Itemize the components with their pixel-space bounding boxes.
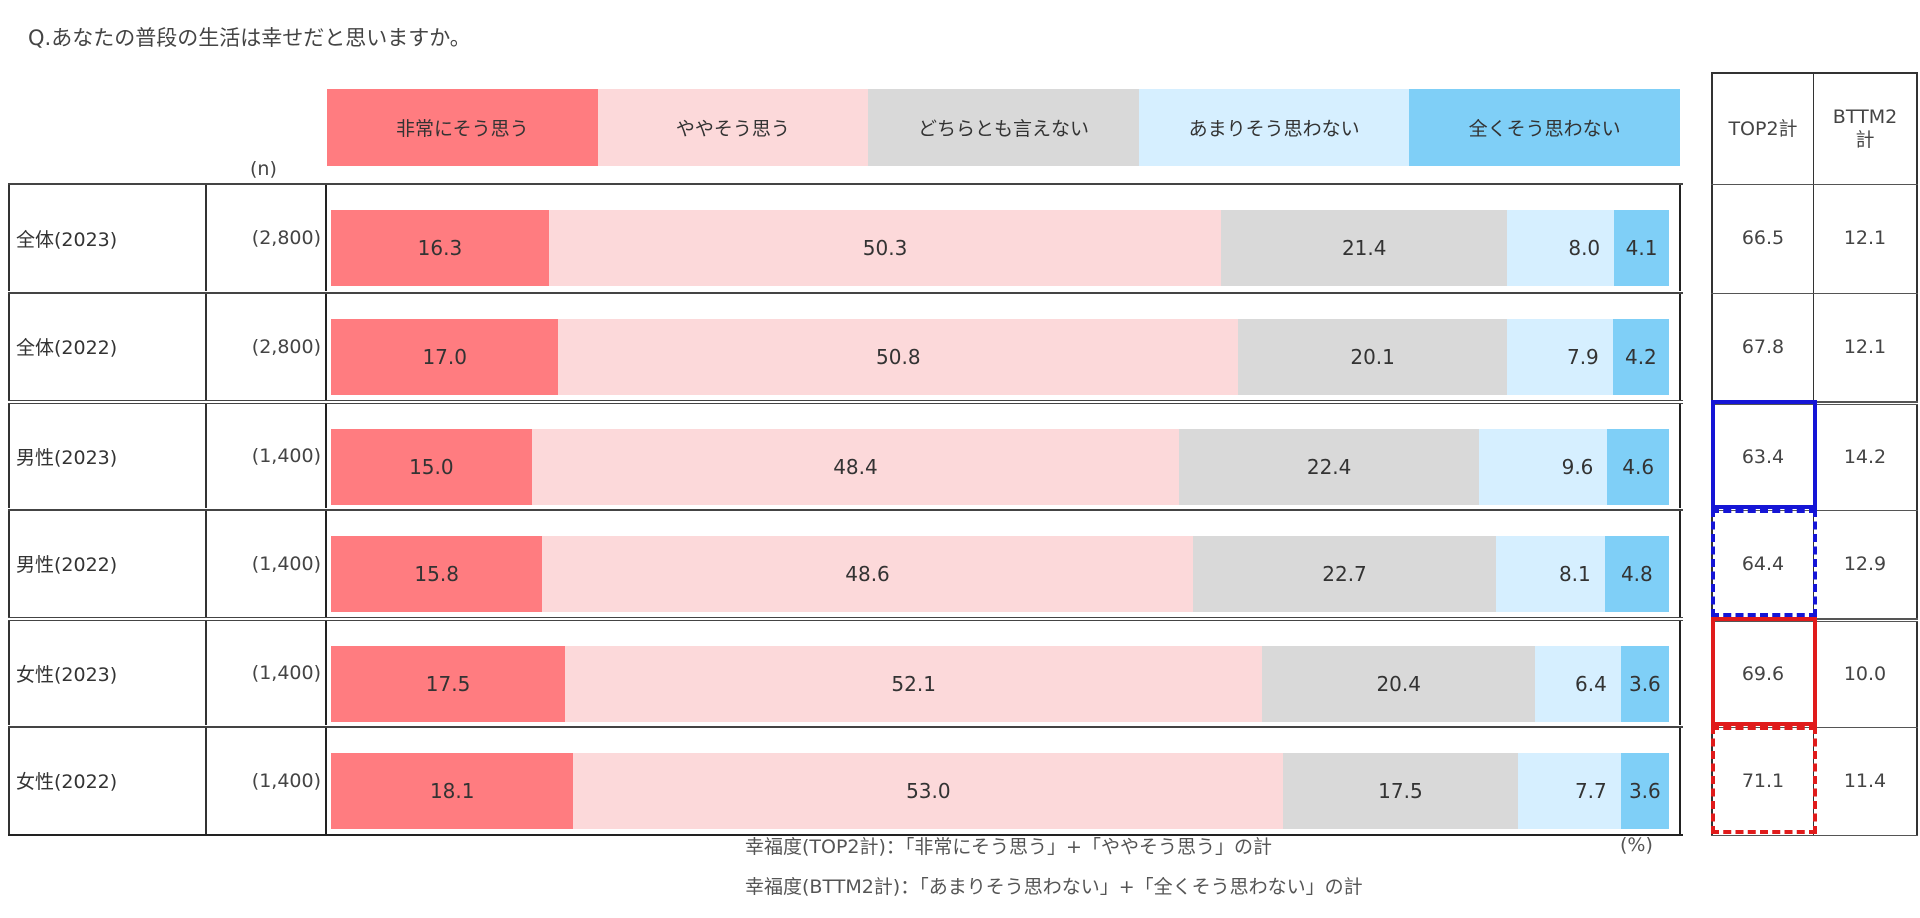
table-bottom-border	[8, 834, 1683, 836]
footnote-top2: 幸福度(TOP2計)：「非常にそう思う」+「ややそう思う」の計	[745, 836, 1272, 858]
table-row: 男性(2023) (1,400) 15.0 48.4 22.4 9.6 4.6	[8, 400, 1683, 508]
bar-area: 15.0 48.4 22.4 9.6 4.6	[329, 404, 1681, 508]
bar-segment-strongly-agree: 16.3	[331, 210, 549, 286]
bar-segment-strongly-disagree: 3.6	[1620, 752, 1669, 829]
summary-bttm2-value: 12.9	[1814, 510, 1918, 618]
bar-segment-somewhat-agree: 48.4	[531, 429, 1180, 505]
female-2022-highlight-box	[1711, 725, 1817, 834]
row-label: 男性(2022)	[8, 510, 207, 617]
bar-segment-somewhat-agree: 52.1	[565, 646, 1263, 722]
row-label: 男性(2023)	[8, 404, 207, 508]
bar-segment-somewhat-disagree: 7.7	[1517, 752, 1621, 829]
summary-bttm2-value: 11.4	[1814, 727, 1918, 835]
female-2023-highlight-box	[1711, 617, 1817, 726]
n-column-header: (n)	[250, 158, 277, 180]
bar-segment-strongly-agree: 15.0	[331, 429, 532, 505]
bar-segment-strongly-agree: 15.8	[331, 535, 543, 612]
bar-segment-somewhat-disagree: 7.9	[1507, 318, 1613, 395]
male-2023-highlight-box	[1711, 400, 1817, 509]
bar-area: 16.3 50.3 21.4 8.0 4.1	[329, 185, 1681, 291]
bar-segment-somewhat-agree: 50.8	[558, 318, 1239, 395]
legend-item-strongly-disagree: 全くそう思わない	[1409, 89, 1680, 166]
summary-header-row: TOP2計 BTTM2 計	[1711, 74, 1918, 185]
stacked-bar: 17.0 50.8 20.1 7.9 4.2	[331, 318, 1669, 395]
male-2022-highlight-box	[1711, 508, 1817, 617]
legend-item-neutral: どちらとも言えない	[868, 89, 1139, 166]
bar-segment-strongly-disagree: 4.1	[1614, 210, 1669, 286]
row-label: 女性(2023)	[8, 621, 207, 725]
bar-segment-somewhat-agree: 48.6	[542, 535, 1193, 612]
row-label: 全体(2023)	[8, 185, 207, 291]
bar-area: 15.8 48.6 22.7 8.1 4.8	[329, 510, 1681, 617]
bar-segment-neutral: 17.5	[1283, 752, 1518, 829]
footnote-unit: (%)	[1620, 834, 1653, 856]
bar-segment-strongly-agree: 18.1	[331, 752, 574, 829]
legend-item-strongly-agree: 非常にそう思う	[327, 89, 598, 166]
row-sample-size: (2,800)	[207, 293, 327, 400]
bar-area: 17.5 52.1 20.4 6.4 3.6	[329, 621, 1681, 725]
summary-bttm2-value: 12.1	[1814, 293, 1918, 401]
row-label: 全体(2022)	[8, 293, 207, 400]
footnote-bttm2: 幸福度(BTTM2計)：「あまりそう思わない」+「全くそう思わない」の計	[745, 876, 1363, 898]
bar-segment-neutral: 20.4	[1262, 646, 1536, 722]
bar-segment-somewhat-disagree: 9.6	[1478, 429, 1608, 505]
summary-bttm2-value: 14.2	[1814, 405, 1918, 510]
stacked-bar: 15.8 48.6 22.7 8.1 4.8	[331, 535, 1669, 612]
bar-area: 17.0 50.8 20.1 7.9 4.2	[329, 293, 1681, 400]
summary-bttm2-value: 12.1	[1814, 185, 1918, 293]
bar-segment-strongly-agree: 17.5	[331, 646, 566, 722]
row-sample-size: (1,400)	[207, 621, 327, 725]
summary-bttm2-value: 10.0	[1814, 622, 1918, 727]
row-sample-size: (1,400)	[207, 510, 327, 617]
summary-row: 66.5 12.1	[1711, 185, 1918, 294]
bar-area: 18.1 53.0 17.5 7.7 3.6	[329, 727, 1681, 834]
summary-top2-value: 67.8	[1711, 293, 1814, 401]
row-sample-size: (1,400)	[207, 404, 327, 508]
bar-segment-somewhat-disagree: 8.1	[1496, 535, 1605, 612]
bar-segment-somewhat-agree: 50.3	[548, 210, 1222, 286]
bar-segment-somewhat-disagree: 6.4	[1535, 646, 1621, 722]
bar-segment-strongly-disagree: 4.2	[1612, 318, 1669, 395]
summary-header-bttm2: BTTM2 計	[1814, 74, 1918, 184]
table-row: 全体(2022) (2,800) 17.0 50.8 20.1 7.9 4.2	[8, 291, 1683, 400]
summary-row: 67.8 12.1	[1711, 293, 1918, 402]
legend-item-somewhat-agree: ややそう思う	[597, 89, 869, 166]
question-title: Q.あなたの普段の生活は幸せだと思いますか。	[28, 26, 471, 50]
stacked-bar: 18.1 53.0 17.5 7.7 3.6	[331, 752, 1669, 829]
bar-segment-strongly-agree: 17.0	[331, 318, 559, 395]
bar-segment-strongly-disagree: 4.6	[1607, 429, 1669, 505]
row-label: 女性(2022)	[8, 727, 207, 834]
summary-table: TOP2計 BTTM2 計 66.5 12.1 67.8 12.1 63.4 14.2 64.4…	[1711, 72, 1918, 836]
table-row: 全体(2023) (2,800) 16.3 50.3 21.4 8.0 4.1	[8, 183, 1683, 291]
table-row: 男性(2022) (1,400) 15.8 48.6 22.7 8.1 4.8	[8, 508, 1683, 617]
bar-segment-strongly-disagree: 3.6	[1620, 646, 1669, 722]
bar-segment-neutral: 22.7	[1192, 535, 1497, 612]
stacked-bar: 15.0 48.4 22.4 9.6 4.6	[331, 429, 1669, 505]
table-row: 女性(2022) (1,400) 18.1 53.0 17.5 7.7 3.6	[8, 725, 1683, 834]
legend-item-somewhat-disagree: あまりそう思わない	[1138, 89, 1410, 166]
bar-segment-neutral: 20.1	[1238, 318, 1508, 395]
bar-segment-somewhat-agree: 53.0	[573, 752, 1284, 829]
bar-segment-neutral: 22.4	[1179, 429, 1479, 505]
row-sample-size: (2,800)	[207, 185, 327, 291]
bar-segment-neutral: 21.4	[1221, 210, 1508, 286]
stacked-bar: 17.5 52.1 20.4 6.4 3.6	[331, 646, 1669, 722]
bar-segment-strongly-disagree: 4.8	[1604, 535, 1669, 612]
stacked-bar: 16.3 50.3 21.4 8.0 4.1	[331, 210, 1669, 286]
chart-legend: 非常にそう思う ややそう思う どちらとも言えない あまりそう思わない 全くそう思…	[327, 89, 1680, 166]
row-sample-size: (1,400)	[207, 727, 327, 834]
bar-segment-somewhat-disagree: 8.0	[1507, 210, 1615, 286]
table-row: 女性(2023) (1,400) 17.5 52.1 20.4 6.4 3.6	[8, 617, 1683, 725]
summary-top2-value: 66.5	[1711, 185, 1814, 293]
summary-header-top2: TOP2計	[1711, 74, 1814, 184]
